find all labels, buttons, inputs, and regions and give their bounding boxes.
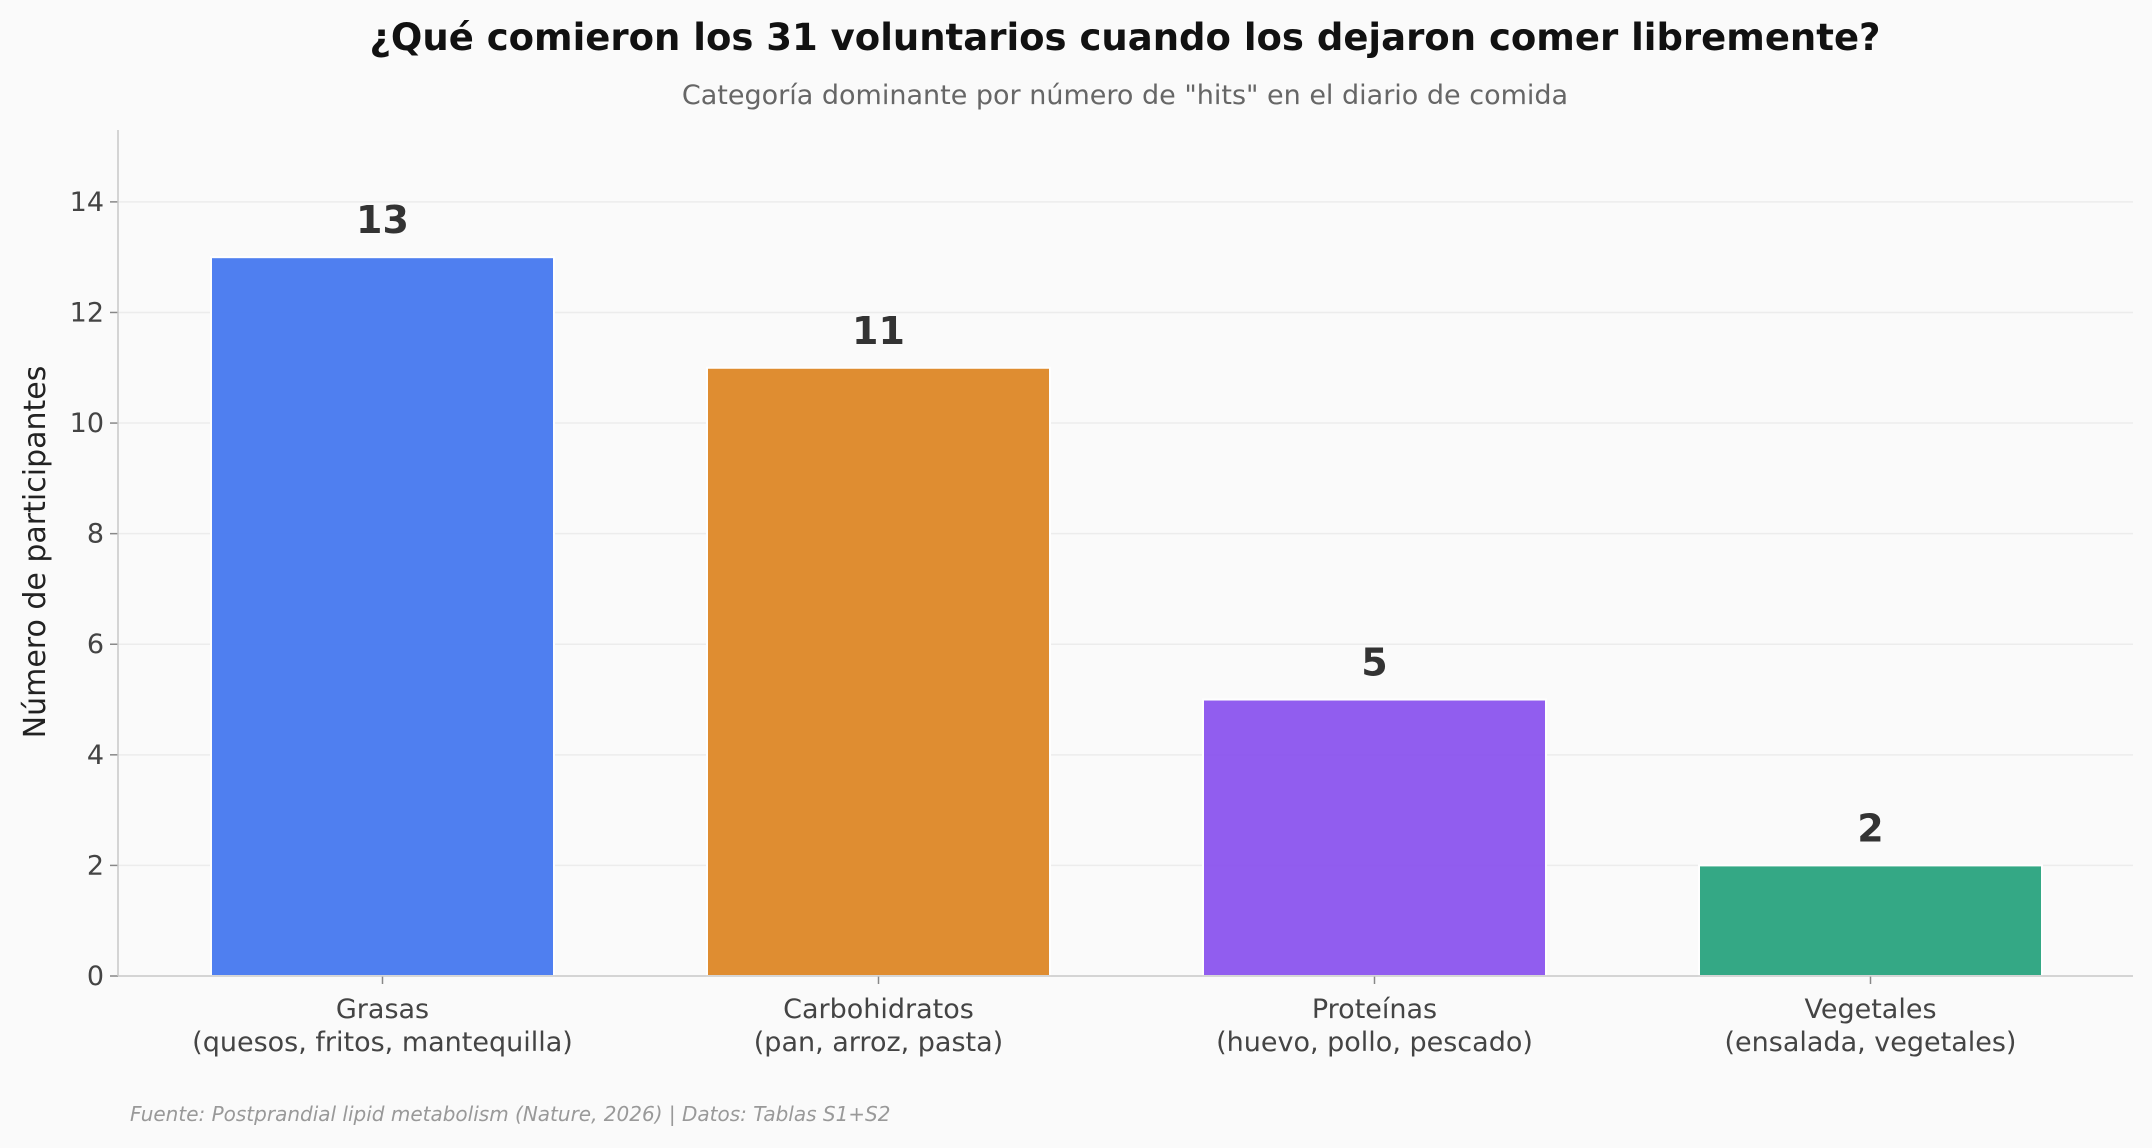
y-tick-label: 8: [87, 519, 104, 550]
x-tick-label: (pan, arroz, pasta): [754, 1027, 1003, 1058]
x-tick-label: (quesos, fritos, mantequilla): [192, 1027, 573, 1058]
value-label: 11: [852, 309, 905, 353]
chart-title: ¿Qué comieron los 31 voluntarios cuando …: [369, 16, 1880, 59]
y-axis-label: Número de participantes: [18, 366, 53, 739]
bar: [1202, 698, 1547, 977]
value-label: 13: [356, 198, 409, 242]
y-tick-label: 6: [87, 629, 104, 660]
y-tick-label: 0: [87, 961, 104, 992]
y-tick-label: 14: [70, 187, 104, 218]
value-label: 2: [1857, 806, 1883, 850]
x-tick-label: Carbohidratos: [783, 994, 974, 1025]
bar: [1698, 864, 2043, 977]
x-tick-label: (huevo, pollo, pescado): [1216, 1027, 1533, 1058]
labels: 0 2 4 6 8 10 12 14 13 Grasas(quesos, fritos, mant…: [70, 187, 2017, 1058]
axes: [110, 130, 2133, 984]
chart-subtitle: Categoría dominante por número de "hits"…: [682, 80, 1568, 111]
x-tick-label: Vegetales: [1804, 994, 1936, 1025]
bars: [210, 256, 2043, 978]
y-tick-label: 2: [87, 850, 104, 881]
source-note: Fuente: Postprandial lipid metabolism (N…: [130, 1102, 890, 1126]
value-label: 5: [1361, 641, 1387, 685]
x-tick-label: (ensalada, vegetales): [1725, 1027, 2017, 1058]
y-tick-label: 10: [70, 408, 104, 439]
bar: [210, 256, 555, 978]
y-tick-label: 12: [70, 297, 104, 328]
bar: [706, 366, 1051, 977]
y-tick-label: 4: [87, 740, 104, 771]
x-tick-label: Grasas: [336, 994, 429, 1025]
x-tick-label: Proteínas: [1312, 994, 1437, 1025]
